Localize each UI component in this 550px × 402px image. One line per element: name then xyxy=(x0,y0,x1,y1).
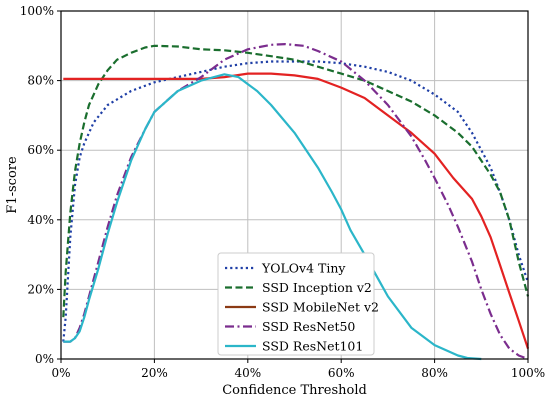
y-tick-label: 60% xyxy=(27,143,54,157)
legend-label: SSD Inception v2 xyxy=(262,280,372,295)
x-tick-label: 20% xyxy=(141,366,168,380)
legend-label: SSD MobileNet v2 xyxy=(262,300,379,315)
axis-ticks: 0% 20% 40% 60% 80% 100% 0% 20% 40% 60% 80% 100% xyxy=(20,4,545,380)
y-tick-label: 20% xyxy=(27,282,54,296)
series-line-ssd-mobilenet-v2 xyxy=(63,72,530,349)
x-tick-label: 60% xyxy=(328,366,355,380)
legend-label: SSD ResNet101 xyxy=(262,339,363,354)
y-tick-label: 100% xyxy=(20,4,54,18)
y-tick-label: 40% xyxy=(27,213,54,227)
x-tick-label: 40% xyxy=(234,366,261,380)
series-line-ssd-resnet101 xyxy=(63,73,482,361)
x-tick-label: 0% xyxy=(51,366,70,380)
legend-box xyxy=(217,252,375,356)
legend-label: SSD ResNet50 xyxy=(262,319,355,334)
series-line-yolov4-tiny xyxy=(62,60,530,342)
series-lines xyxy=(62,43,530,361)
series-line-ssd-resnet50 xyxy=(63,43,529,361)
legend-label: YOLOv4 Tiny xyxy=(261,261,346,276)
y-tick-label: 0% xyxy=(35,352,54,366)
x-tick-label: 80% xyxy=(421,366,448,380)
series-line-ssd-inception-v2 xyxy=(62,44,530,318)
plot-frame xyxy=(60,10,529,360)
y-axis-label: F1-score xyxy=(5,156,20,214)
x-tick-label: 100% xyxy=(511,366,545,380)
y-tick-label: 80% xyxy=(27,74,54,88)
x-axis-label: Confidence Threshold xyxy=(222,383,367,398)
legend: YOLOv4 Tiny SSD Inception v2 SSD MobileNet… xyxy=(217,252,379,356)
